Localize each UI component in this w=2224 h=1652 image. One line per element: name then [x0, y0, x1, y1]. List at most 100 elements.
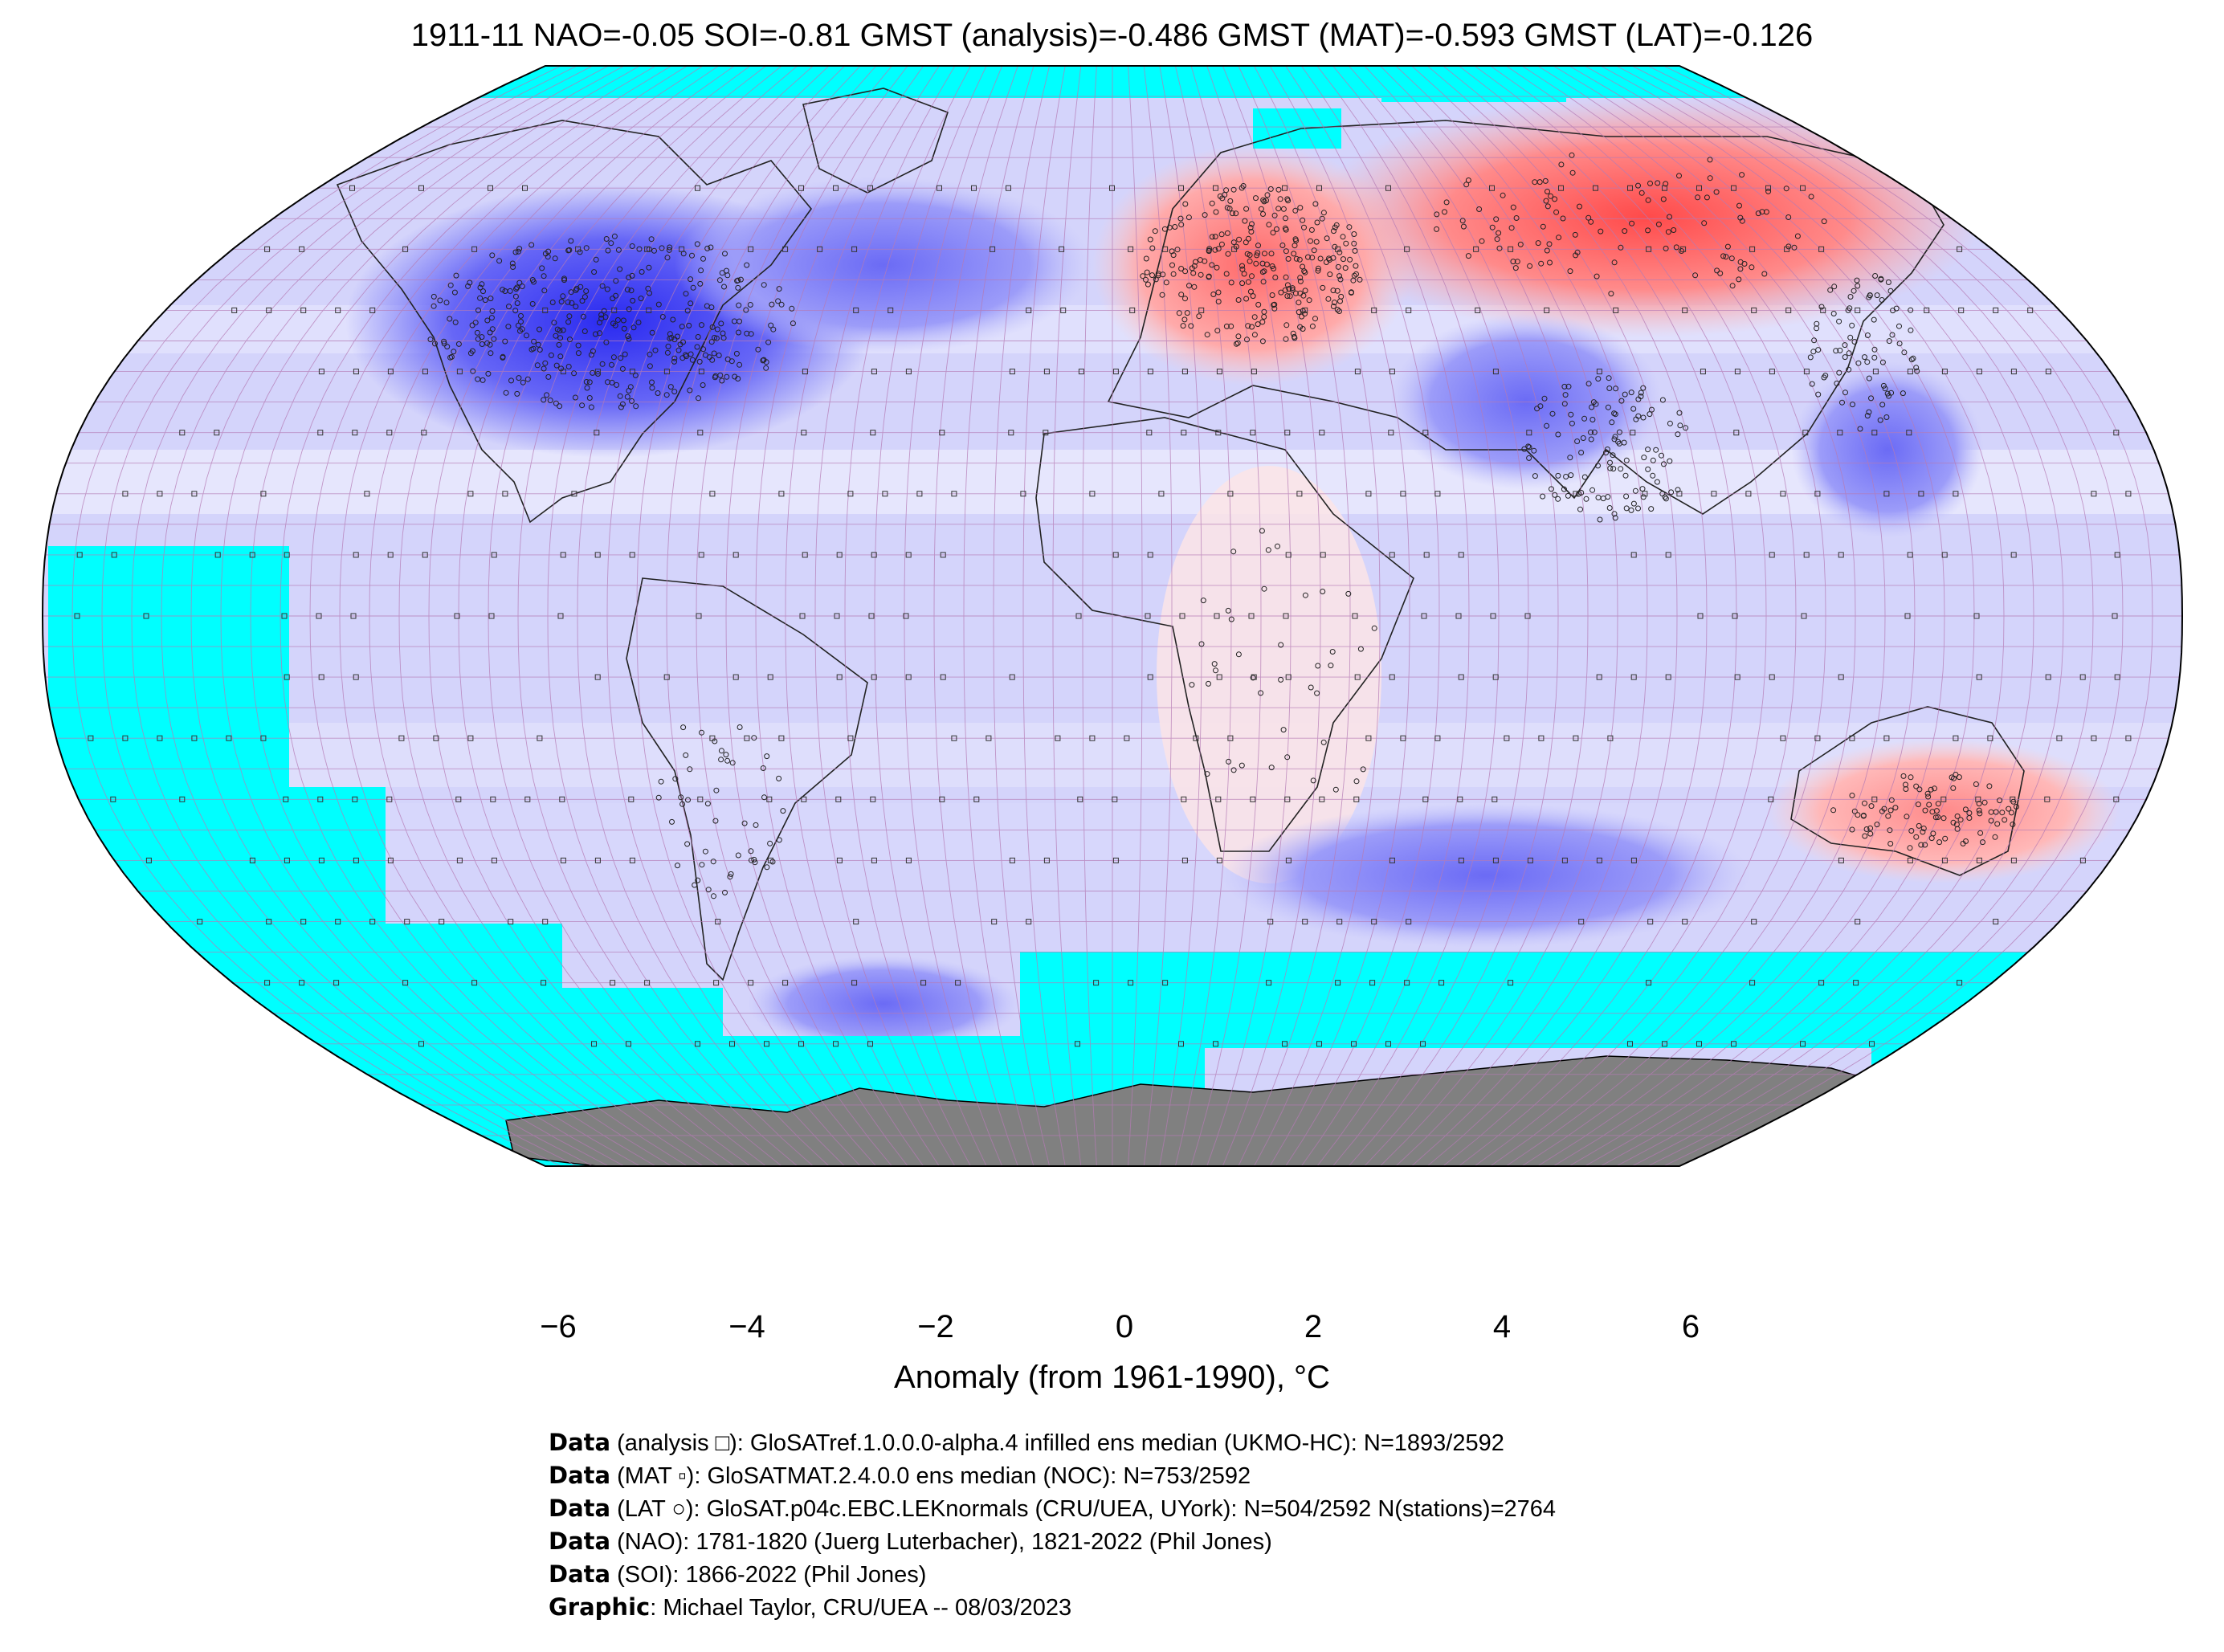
- analysis-cell-marker: [418, 185, 424, 191]
- station-marker: [679, 355, 686, 361]
- station-marker: [1243, 239, 1249, 246]
- station-marker: [518, 319, 524, 324]
- analysis-cell-marker: [402, 980, 409, 986]
- station-marker: [1285, 198, 1292, 204]
- station-marker: [1920, 826, 1927, 831]
- station-marker: [1212, 247, 1218, 253]
- credit-label: Data: [549, 1528, 611, 1555]
- station-marker: [770, 326, 777, 332]
- station-marker: [1830, 311, 1837, 316]
- analysis-cell-marker: [1055, 735, 1061, 741]
- station-marker: [1855, 812, 1861, 818]
- station-marker: [1210, 292, 1217, 297]
- station-marker: [1671, 227, 1677, 233]
- station-marker: [626, 336, 632, 342]
- analysis-cell-marker: [2113, 430, 2120, 436]
- analysis-cell-marker: [404, 919, 410, 925]
- analysis-cell-marker: [1924, 307, 1930, 313]
- longitude-line: [220, 66, 640, 1166]
- analysis-cell-marker: [1780, 735, 1786, 741]
- station-marker: [1182, 268, 1189, 275]
- station-marker: [1568, 472, 1574, 479]
- credit-line: Data (MAT ▫): GloSATMAT.2.4.0.0 ens medi…: [549, 1459, 1556, 1492]
- station-marker: [1147, 236, 1153, 243]
- station-marker: [1739, 172, 1745, 178]
- station-marker: [1309, 255, 1316, 261]
- station-marker: [680, 724, 687, 731]
- station-marker: [1291, 251, 1297, 257]
- station-marker: [1595, 495, 1602, 500]
- station-marker: [1558, 161, 1565, 168]
- longitude-line: [1490, 66, 1826, 1166]
- station-marker: [1604, 447, 1610, 452]
- station-marker: [1635, 182, 1641, 189]
- station-marker: [1243, 206, 1250, 212]
- station-marker: [1247, 252, 1253, 258]
- analysis-cell-marker: [1216, 674, 1222, 680]
- station-marker: [658, 778, 664, 785]
- longitude-line: [1348, 66, 1559, 1166]
- analysis-cell-marker: [191, 735, 198, 741]
- analysis-cell-marker: [1124, 735, 1130, 741]
- analysis-cell-marker: [214, 430, 220, 436]
- station-marker: [1660, 196, 1667, 202]
- station-marker: [741, 820, 748, 826]
- station-marker: [696, 358, 703, 365]
- station-marker: [583, 288, 590, 294]
- station-marker: [1223, 271, 1230, 277]
- analysis-cell-marker: [973, 796, 980, 802]
- longitude-line: [1474, 66, 1797, 1166]
- analysis-cell-marker: [179, 796, 186, 802]
- analysis-cell-marker: [905, 674, 912, 680]
- station-marker: [1741, 261, 1748, 267]
- analysis-cell-marker: [2125, 735, 2132, 741]
- analysis-cell-marker: [1820, 307, 1826, 313]
- longitude-line: [1600, 66, 2034, 1166]
- analysis-cell-marker: [1128, 246, 1134, 252]
- station-marker: [571, 370, 577, 377]
- analysis-cell-marker: [1400, 491, 1406, 497]
- station-marker: [500, 353, 506, 360]
- analysis-cell-marker: [1227, 491, 1234, 497]
- station-marker: [737, 276, 744, 283]
- station-marker: [1247, 288, 1254, 295]
- analysis-cell-marker: [1627, 185, 1633, 191]
- station-marker: [776, 775, 782, 781]
- station-marker: [1514, 259, 1520, 265]
- station-marker: [683, 291, 689, 297]
- analysis-cell-marker: [1838, 674, 1844, 680]
- station-marker: [760, 765, 766, 771]
- station-marker: [778, 301, 785, 308]
- station-marker: [1209, 262, 1215, 268]
- longitude-line: [1616, 66, 2064, 1166]
- station-marker: [722, 251, 728, 257]
- station-marker: [708, 244, 714, 251]
- station-marker: [669, 818, 675, 825]
- analysis-cell-marker: [1178, 185, 1184, 191]
- analysis-cell-marker: [439, 919, 445, 925]
- station-marker: [1144, 269, 1150, 275]
- station-marker: [1225, 607, 1231, 614]
- station-marker: [1922, 807, 1928, 814]
- station-marker: [720, 330, 726, 337]
- station-marker: [629, 398, 635, 404]
- analysis-cell-marker: [260, 735, 267, 741]
- station-marker: [679, 801, 686, 807]
- analysis-cell-marker: [1596, 674, 1602, 680]
- analysis-cell-marker: [1642, 491, 1648, 497]
- station-marker: [1242, 218, 1248, 224]
- station-marker: [655, 794, 662, 801]
- analysis-cell-marker: [628, 796, 635, 802]
- station-marker: [1284, 754, 1291, 761]
- analysis-cell-marker: [471, 980, 478, 986]
- analysis-cell-marker: [1871, 796, 1878, 802]
- station-marker: [689, 252, 695, 259]
- station-marker: [764, 864, 770, 871]
- analysis-cell-marker: [1178, 1041, 1184, 1047]
- station-marker: [474, 329, 480, 336]
- station-marker: [1942, 835, 1949, 842]
- station-marker: [515, 248, 521, 255]
- station-marker: [541, 273, 547, 279]
- analysis-cell-marker: [1162, 980, 1169, 986]
- station-marker: [1877, 417, 1883, 423]
